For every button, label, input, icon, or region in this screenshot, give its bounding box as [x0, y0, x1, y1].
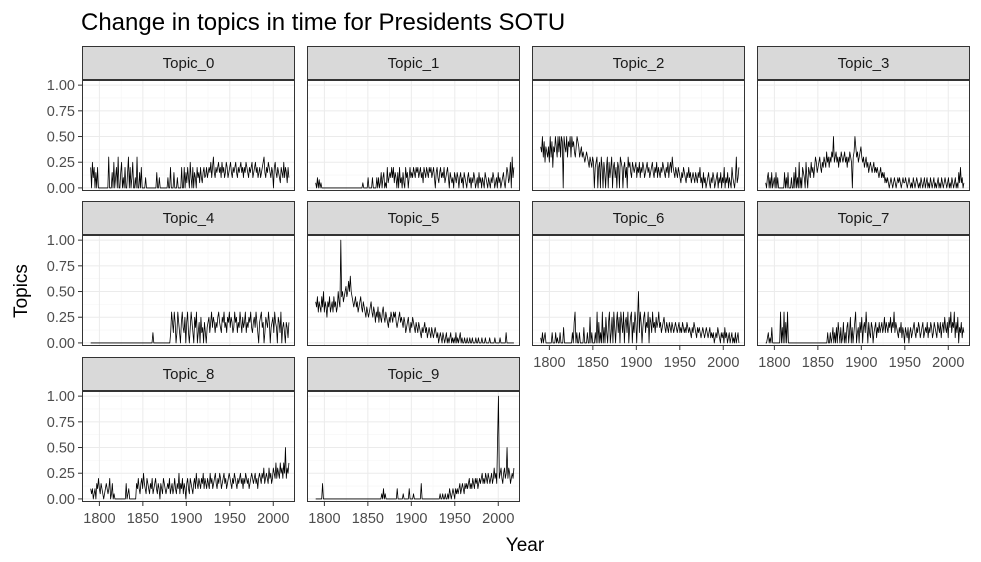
y-tick-label: 0.50 — [47, 130, 75, 146]
y-tick-label: 0.75 — [47, 415, 75, 431]
x-tick-label: 1950 — [889, 355, 921, 371]
x-tick-label: 1800 — [308, 511, 340, 527]
facet-topic_0: Topic_0 — [82, 46, 295, 191]
facet-topic_4: Topic_4 — [82, 201, 295, 346]
x-tick-label: 1850 — [802, 355, 834, 371]
x-tick-label: 1950 — [664, 355, 696, 371]
x-axes: 1800 1850 1900 1950 2000 1800 1850 1900 1950 2000… — [83, 346, 964, 527]
panel-border — [757, 80, 970, 191]
series-line-topic_6 — [540, 291, 740, 344]
facet-strip — [532, 46, 745, 80]
y-tick-label: 1.00 — [47, 389, 75, 405]
y-tick-label: 1.00 — [47, 78, 75, 94]
facet-strip — [757, 46, 970, 80]
y-tick-label: 0.25 — [47, 466, 75, 482]
facet-strip-label: Topic_0 — [163, 55, 215, 72]
x-tick-label: 1950 — [214, 511, 246, 527]
y-axes: 0.00 0.25 0.50 0.75 1.00 0.00 0.25 0.50 0.75 1.00… — [47, 78, 82, 508]
panel-border — [757, 235, 970, 346]
panel-background — [307, 235, 520, 346]
facet-strip-label: Topic_9 — [388, 366, 440, 383]
series-line-topic_2 — [540, 136, 740, 189]
series-line-topic_7 — [765, 311, 965, 344]
panel-background — [307, 80, 520, 191]
x-tick-label: 1900 — [170, 511, 202, 527]
facet-strip — [307, 357, 520, 391]
series-line-topic_9 — [315, 395, 515, 500]
y-tick-label: 0.75 — [47, 104, 75, 120]
y-tick-label: 0.00 — [47, 336, 75, 352]
facet-panels: Topic_0 Topic_1 Topic_2 Topic_3 Topic_4 Topic… — [82, 46, 970, 502]
x-tick-label: 1850 — [127, 511, 159, 527]
facet-strip — [307, 201, 520, 235]
facet-strip-label: Topic_7 — [838, 210, 890, 227]
facet-topic_3: Topic_3 — [757, 46, 970, 191]
facet-topic_7: Topic_7 — [757, 201, 970, 346]
facet-strip — [757, 201, 970, 235]
facet-strip-label: Topic_1 — [388, 55, 440, 72]
x-tick-label: 1850 — [577, 355, 609, 371]
x-tick-label: 1950 — [439, 511, 471, 527]
chart-title: Change in topics in time for Presidents … — [81, 9, 565, 36]
y-tick-label: 0.25 — [47, 310, 75, 326]
panel-border — [82, 235, 295, 346]
facet-strip-label: Topic_8 — [163, 366, 215, 383]
x-tick-label: 1900 — [395, 511, 427, 527]
y-tick-label: 0.50 — [47, 441, 75, 457]
facet-topic_2: Topic_2 — [532, 46, 745, 191]
panel-border — [82, 80, 295, 191]
panel-border — [532, 235, 745, 346]
x-tick-label: 1900 — [845, 355, 877, 371]
x-tick-label: 1800 — [83, 511, 115, 527]
panel-background — [307, 391, 520, 502]
facet-topic_5: Topic_5 — [307, 201, 520, 346]
y-tick-label: 0.00 — [47, 492, 75, 508]
series-line-topic_3 — [765, 136, 965, 189]
y-tick-label: 0.50 — [47, 285, 75, 301]
x-axis-title: Year — [506, 535, 545, 556]
y-axis-title: Topics — [11, 264, 32, 318]
y-tick-label: 0.25 — [47, 155, 75, 171]
x-tick-label: 1800 — [758, 355, 790, 371]
series-line-topic_5 — [315, 239, 514, 344]
x-tick-label: 1900 — [620, 355, 652, 371]
facet-strip-label: Topic_6 — [613, 210, 665, 227]
facet-strip-label: Topic_3 — [838, 55, 890, 72]
panel-border — [307, 80, 520, 191]
y-tick-label: 0.00 — [47, 181, 75, 197]
facet-strip — [82, 46, 295, 80]
series-line-topic_1 — [315, 156, 515, 189]
facet-topic_1: Topic_1 — [307, 46, 520, 191]
series-line-topic_0 — [90, 156, 290, 189]
x-tick-label: 2000 — [932, 355, 964, 371]
facet-strip — [82, 201, 295, 235]
facet-strip-label: Topic_2 — [613, 55, 665, 72]
panel-border — [82, 391, 295, 502]
facet-topic_6: Topic_6 — [532, 201, 745, 346]
panel-border — [307, 391, 520, 502]
facet-strip-label: Topic_4 — [163, 210, 215, 227]
y-tick-label: 0.75 — [47, 259, 75, 275]
panel-background — [82, 391, 295, 502]
panel-border — [307, 235, 520, 346]
x-tick-label: 2000 — [482, 511, 514, 527]
facet-strip — [532, 201, 745, 235]
x-tick-label: 1800 — [533, 355, 565, 371]
x-tick-label: 1850 — [352, 511, 384, 527]
series-line-topic_8 — [90, 447, 290, 500]
series-line-topic_4 — [90, 311, 290, 344]
facet-topic_8: Topic_8 — [82, 357, 295, 502]
panel-border — [532, 80, 745, 191]
facet-strip-label: Topic_5 — [388, 210, 440, 227]
x-tick-label: 2000 — [257, 511, 289, 527]
facet-topic_9: Topic_9 — [307, 357, 520, 502]
y-tick-label: 1.00 — [47, 233, 75, 249]
x-tick-label: 2000 — [707, 355, 739, 371]
facet-strip — [307, 46, 520, 80]
facet-strip — [82, 357, 295, 391]
panel-background — [757, 80, 970, 191]
